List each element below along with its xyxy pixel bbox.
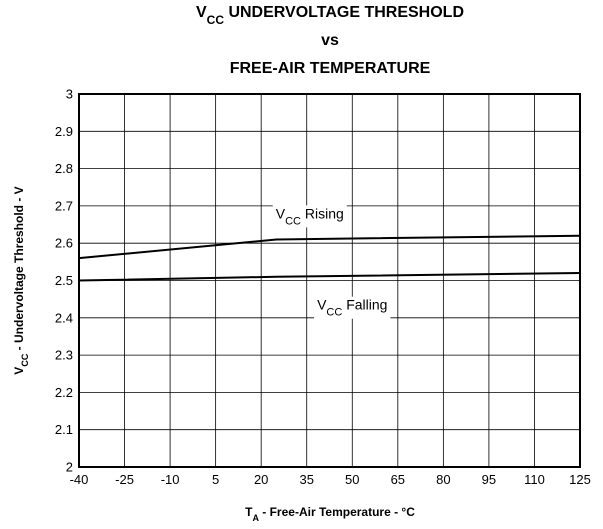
text-part: - Undervoltage Threshold - V (12, 186, 26, 353)
data-line (78, 234, 581, 260)
y-tick-label: 3 (66, 87, 73, 102)
y-tick-label: 2.1 (55, 422, 73, 437)
chart-title: VCC UNDERVOLTAGE THRESHOLD (196, 4, 464, 27)
text-part: - Free-Air Temperature - °C (259, 505, 415, 519)
x-tick-label: 95 (482, 472, 496, 487)
x-tick-label: 65 (391, 472, 405, 487)
text-part: FREE-AIR TEMPERATURE (230, 60, 431, 77)
y-tick-label: 2 (66, 460, 73, 475)
series-label: VCC Falling (317, 297, 387, 319)
x-tick-label: 110 (524, 472, 545, 487)
text-part: T (245, 505, 253, 519)
chart-title: vs (321, 32, 339, 49)
text-part: Rising (301, 205, 344, 221)
y-tick-label: 2.4 (55, 310, 73, 325)
text-part: vs (321, 32, 339, 49)
x-tick-label: 5 (212, 472, 219, 487)
text-part: V (276, 205, 286, 221)
text-part: V (196, 4, 207, 21)
y-tick-label: 2.2 (55, 385, 73, 400)
y-tick-label: 2.8 (55, 161, 73, 176)
text-part: Falling (342, 297, 387, 313)
text-part: UNDERVOLTAGE THRESHOLD (224, 4, 464, 21)
text-part: CC (207, 13, 225, 27)
x-tick-label: -40 (70, 472, 89, 487)
text-part: V (317, 297, 327, 313)
y-tick-label: 2.9 (55, 124, 73, 139)
label-background (314, 296, 391, 319)
y-tick-label: 2.6 (55, 236, 73, 251)
x-tick-label: -10 (161, 472, 180, 487)
text-part: CC (326, 307, 342, 319)
chart-title: FREE-AIR TEMPERATURE (230, 60, 431, 77)
x-tick-label: 125 (569, 472, 591, 487)
x-tick-label: 35 (299, 472, 313, 487)
data-line (78, 272, 581, 282)
x-tick-label: -25 (115, 472, 134, 487)
y-tick-label: 2.7 (55, 198, 73, 213)
x-tick-label: 20 (254, 472, 268, 487)
x-tick-label: 80 (436, 472, 450, 487)
text-part: CC (285, 215, 301, 227)
x-axis-label: TA - Free-Air Temperature - °C (245, 505, 415, 523)
series-label: VCC Rising (276, 205, 344, 227)
label-background (272, 205, 347, 228)
x-tick-label: 50 (345, 472, 359, 487)
y-tick-label: 2.5 (55, 273, 73, 288)
text-part: V (12, 367, 26, 375)
y-axis-label: VCC - Undervoltage Threshold - V (12, 186, 30, 374)
y-tick-label: 2.3 (55, 348, 73, 363)
text-part: CC (20, 353, 30, 366)
text-part: A (252, 513, 259, 523)
